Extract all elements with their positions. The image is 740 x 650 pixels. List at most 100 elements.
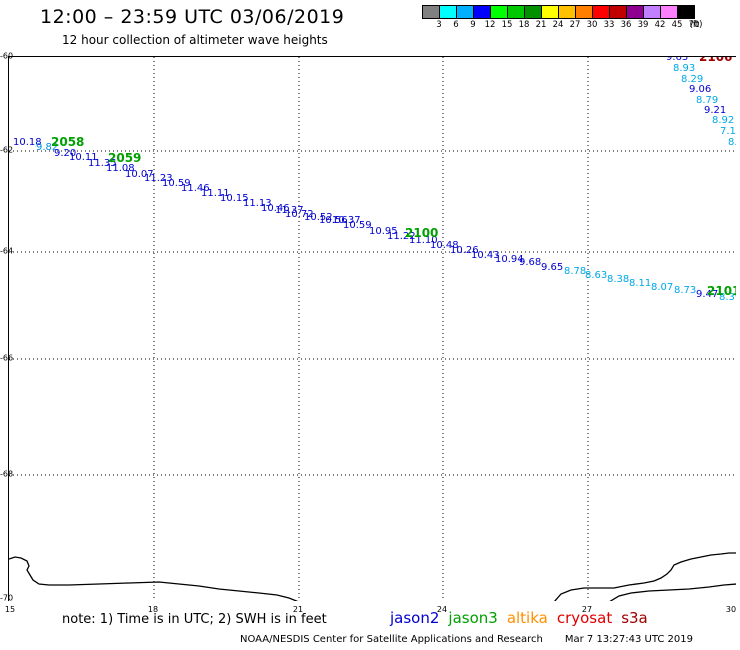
legend-swatch (422, 5, 440, 19)
wave-height-reading: 9.06 (689, 84, 712, 95)
legend-tick-label: 33 (603, 20, 615, 30)
antarctic-coastline-east-lower (609, 583, 736, 601)
wave-height-reading: 8.38 (607, 274, 630, 285)
longitude-label: 24 (436, 605, 448, 614)
wave-height-reading: 10.94 (495, 254, 524, 265)
wave-height-reading: 11.22 (387, 231, 416, 242)
wave-height-reading: 10.48 (430, 240, 459, 251)
pass-number: 2059 (108, 151, 142, 165)
satellite-legend: jason2 jason3 altika cryosat s3a (390, 609, 657, 627)
wave-height-reading: 8.92 (712, 115, 735, 126)
legend-swatch (456, 5, 474, 19)
satellite-name: jason2 (390, 609, 440, 627)
legend-tick-label: 12 (484, 20, 496, 30)
longitude-label: 15 (4, 605, 16, 614)
legend-tick-label: 15 (501, 20, 513, 30)
pass-number: 2106 (699, 56, 733, 64)
antarctic-coastline (9, 556, 299, 601)
page-subtitle: 12 hour collection of altimeter wave hei… (62, 33, 328, 47)
legend-swatch (592, 5, 610, 19)
legend-swatch (575, 5, 593, 19)
wave-height-reading: 10.59 (343, 220, 372, 231)
legend-swatch (558, 5, 576, 19)
legend-tick-label: (ft) (689, 20, 703, 30)
legend-swatch (609, 5, 627, 19)
wave-height-reading: 8.73 (674, 285, 697, 296)
legend-swatch (507, 5, 525, 19)
wave-height-reading: 8.11 (629, 278, 652, 289)
wave-height-reading: 10.07 (125, 169, 154, 180)
wave-height-reading: 11.11 (201, 188, 230, 199)
wave-height-reading: 9.82 (36, 142, 59, 153)
wave-height-reading: 7.17 (720, 126, 736, 137)
satellite-name: jason3 (448, 609, 498, 627)
longitude-label: 27 (581, 605, 593, 614)
latitude-label: -60 (0, 51, 14, 61)
credit-text: NOAA/NESDIS Center for Satellite Applica… (240, 634, 543, 645)
legend-tick-label: 18 (518, 20, 530, 30)
wave-height-reading: 8.93 (673, 63, 696, 74)
pass-number: 2058 (51, 135, 85, 149)
wave-height-reading: 9.21 (704, 105, 727, 116)
legend-tick-label: 42 (654, 20, 666, 30)
map-canvas (9, 57, 736, 601)
legend-swatch (439, 5, 457, 19)
longitude-label: 30 (725, 605, 737, 614)
wave-height-reading: 9.65 (541, 262, 564, 273)
legend-swatch (626, 5, 644, 19)
legend-swatch (677, 5, 695, 19)
page-title: 12:00 – 23:59 UTC 03/06/2019 (40, 6, 345, 28)
legend-tick-label: 30 (586, 20, 598, 30)
color-legend: 3 6 9 12 15 18 21 24 27 30 33 36 39 42 45 70 (ft) (422, 5, 702, 31)
footnote: note: 1) Time is in UTC; 2) SWH is in fe… (62, 612, 327, 627)
legend-tick-label: 6 (453, 20, 459, 30)
longitude-label: 21 (292, 605, 304, 614)
wave-height-reading: 10.72 (285, 209, 314, 220)
legend-tick-label: 9 (470, 20, 476, 30)
generated-timestamp: Mar 7 13:27:43 UTC 2019 (564, 634, 693, 645)
wave-height-reading: 8.79 (696, 95, 719, 106)
legend-swatch (541, 5, 559, 19)
wave-height-reading: 10.56 (319, 215, 348, 226)
legend-tick-label: 36 (620, 20, 632, 30)
wave-height-reading: 10.46 (261, 203, 290, 214)
legend-ticks: 3 6 9 12 15 18 21 24 27 30 33 36 39 42 45 70 (ft) (422, 19, 702, 31)
wave-height-reading: 10.18 (13, 137, 42, 148)
graticule (9, 57, 736, 601)
credit-line: NOAA/NESDIS Center for Satellite Applica… (240, 634, 693, 645)
wave-height-reading: 9.20 (54, 148, 77, 159)
wave-height-reading: 8.63 (585, 270, 608, 281)
wave-height-reading: 10.52 (304, 212, 333, 223)
legend-swatch (524, 5, 542, 19)
legend-tick-label: 27 (569, 20, 581, 30)
legend-tick-label: 39 (637, 20, 649, 30)
wave-height-reading: 8.07 (651, 282, 674, 293)
legend-tick-label: 3 (436, 20, 442, 30)
latitude-label: -62 (0, 145, 14, 155)
wave-height-reading: 11.08 (106, 163, 135, 174)
legend-tick-label: 70 (688, 20, 700, 30)
wave-height-reading: 11.37 (275, 205, 304, 216)
legend-swatches (422, 5, 695, 19)
wave-height-reading: 11.35 (88, 158, 117, 169)
legend-swatch (490, 5, 508, 19)
wave-height-reading: 10.95 (369, 226, 398, 237)
legend-swatch (473, 5, 491, 19)
wave-height-reading: 10.15 (220, 193, 249, 204)
satellite-name: cryosat (556, 609, 613, 627)
wave-height-reading: 11.13 (243, 198, 272, 209)
wave-height-reading: 10.43 (471, 250, 500, 261)
legend-tick-label: 21 (535, 20, 547, 30)
wave-height-reading: 9.47 (696, 289, 719, 300)
latitude-label: -70 (0, 593, 14, 603)
longitude-label: 18 (147, 605, 159, 614)
legend-swatch (643, 5, 661, 19)
wave-height-reading: 11.46 (181, 183, 210, 194)
wave-height-reading: 10.26 (450, 245, 479, 256)
latitude-label: -68 (0, 469, 14, 479)
latitude-label: -66 (0, 353, 14, 363)
wave-height-reading: 10.11 (69, 152, 98, 163)
antarctic-coastline-east (554, 552, 736, 601)
legend-tick-label: 45 (671, 20, 683, 30)
pass-number: 2100 (405, 226, 439, 240)
